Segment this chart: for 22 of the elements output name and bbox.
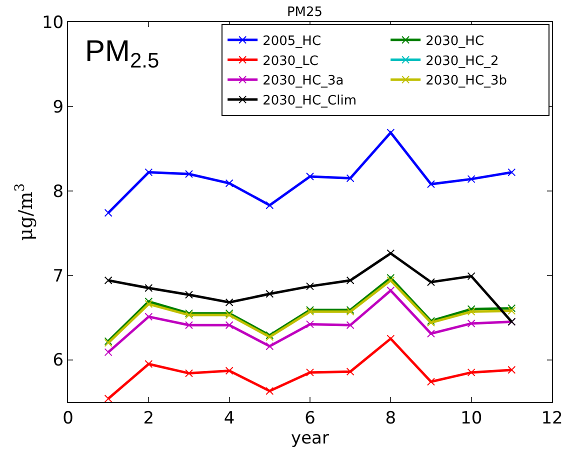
annotation: PM$_{2.5}$: [85, 35, 160, 72]
x-tick-label: 4: [224, 408, 235, 428]
legend-label: 2030_HC_3a: [262, 74, 344, 89]
legend-label: 2030_HC_Clim: [262, 94, 356, 109]
y-tick-label: 8: [52, 182, 64, 202]
legend-label: 2030_LC: [262, 54, 318, 69]
legend-label: 2030_HC: [426, 34, 484, 49]
x-tick-label: 8: [385, 408, 396, 428]
x-tick-label: 0: [62, 408, 74, 428]
chart-title: PM25: [286, 4, 323, 20]
y-tick-label: 9: [52, 97, 64, 118]
legend-label: 2005_HC: [262, 34, 322, 49]
y-tick-label: 6: [52, 350, 64, 371]
y-tick-label: 7: [52, 266, 64, 286]
x-tick-label: 2: [143, 408, 154, 428]
legend-label: 2030_HC_2: [426, 54, 499, 69]
y-tick-label: 10: [42, 12, 64, 33]
x-tick-label: 6: [304, 408, 316, 428]
x-tick-label: 12: [541, 408, 563, 428]
x-tick-label: 10: [460, 408, 482, 428]
legend-label: 2030_HC_3b: [426, 74, 508, 89]
x-axis-title: year: [291, 428, 329, 448]
